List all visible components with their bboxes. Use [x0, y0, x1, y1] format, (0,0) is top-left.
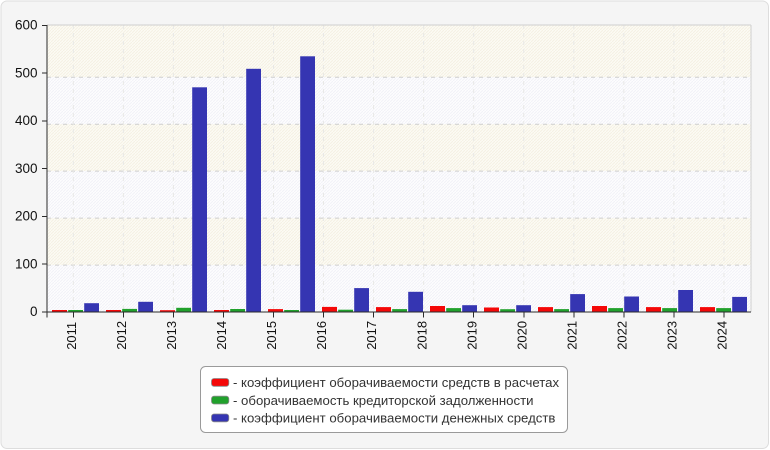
- svg-text:2015: 2015: [264, 321, 279, 350]
- svg-text:2012: 2012: [114, 321, 129, 350]
- svg-text:2013: 2013: [164, 321, 179, 350]
- svg-text:100: 100: [15, 256, 38, 271]
- svg-text:0: 0: [30, 304, 38, 319]
- svg-text:2018: 2018: [414, 321, 429, 350]
- svg-text:200: 200: [15, 209, 38, 224]
- svg-text:2023: 2023: [665, 321, 680, 350]
- svg-text:2017: 2017: [364, 321, 379, 350]
- svg-text:- оборачиваемость кредиторской: - оборачиваемость кредиторской задолженн…: [233, 393, 534, 408]
- svg-text:- коэффициент оборачиваемости: - коэффициент оборачиваемости денежных с…: [233, 411, 555, 426]
- svg-text:- коэффициент оборачиваемости: - коэффициент оборачиваемости средств в …: [233, 375, 560, 390]
- svg-text:600: 600: [15, 18, 38, 33]
- svg-text:500: 500: [15, 65, 38, 80]
- svg-text:2019: 2019: [464, 321, 479, 350]
- svg-text:2024: 2024: [715, 321, 730, 350]
- svg-text:2014: 2014: [214, 321, 229, 350]
- svg-text:2022: 2022: [614, 321, 629, 350]
- svg-text:2016: 2016: [314, 321, 329, 350]
- svg-text:400: 400: [15, 113, 38, 128]
- svg-text:2021: 2021: [564, 321, 579, 350]
- svg-text:2020: 2020: [514, 321, 529, 350]
- svg-text:2011: 2011: [64, 322, 79, 350]
- svg-text:300: 300: [15, 161, 38, 176]
